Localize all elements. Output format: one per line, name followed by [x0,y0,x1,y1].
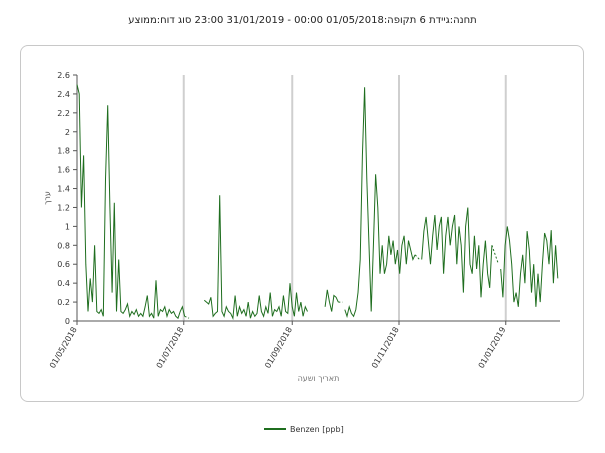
chart-title: תחנה:גיידת 6 תקופה:01/05/2018 00:00 - 31… [128,15,477,26]
y-tick-label: 1.8 [57,147,70,156]
y-axis-label: ערך [43,191,52,205]
legend-label: Benzen [ppb] [290,424,344,434]
x-tick-label: 01/07/2018 [155,326,186,370]
y-tick-label: 1 [65,222,70,231]
x-tick-label: 01/11/2018 [370,326,401,370]
x-tick-label: 01/01/2019 [477,326,508,370]
y-tick-label: 0.4 [57,279,70,288]
y-tick-label: 0.8 [57,241,70,250]
y-tick-label: 1.4 [57,185,70,194]
series-gap-line [414,254,420,260]
y-tick-label: 2.2 [57,109,70,118]
chart-legend: Benzen [ppb] [264,422,344,436]
x-axis-label: תאריך ושעה [298,374,340,383]
series-gap-line [184,315,190,319]
series-gap-line [491,245,499,265]
y-tick-label: 0.2 [57,298,70,307]
y-tick-label: 2 [65,128,70,137]
y-tick-label: 2.4 [57,90,70,99]
series-line-segment [203,195,308,321]
y-tick-label: 2.6 [57,71,70,80]
series-line-segment [421,207,493,298]
chart-frame [20,45,584,402]
x-tick-label: 01/05/2018 [48,326,79,370]
series-line-segment [76,84,186,320]
series-line-segment [344,87,416,319]
x-tick-label: 01/09/2018 [263,326,294,370]
y-tick-label: 1.6 [57,166,70,175]
y-tick-label: 1.2 [57,203,70,212]
y-tick-label: 0.6 [57,260,70,269]
y-tick-label: 0 [65,317,70,326]
legend-swatch [264,428,286,430]
series-line-segment [500,226,559,307]
series-line-segment [324,289,339,312]
